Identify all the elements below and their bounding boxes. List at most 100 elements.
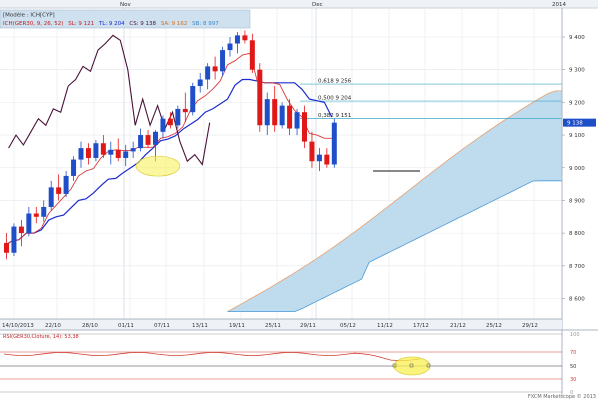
candle-body	[11, 226, 17, 253]
candle-body	[78, 148, 84, 160]
oscillator-label: RSI(GER30,Cloture, 14): 53,38	[3, 334, 79, 340]
candlesticks	[4, 30, 337, 260]
date-tick-label: 14/10/2013	[2, 323, 34, 329]
candle-body	[130, 148, 136, 152]
chart-header: [Modèle : ICH[CYP] ICH(GER30, 9, 26, 52)…	[0, 9, 251, 29]
candle-body	[26, 213, 32, 234]
candle-body	[48, 187, 54, 207]
date-tick-label: 17/12	[413, 323, 429, 329]
candle-body	[85, 148, 91, 158]
candle-body	[316, 154, 322, 162]
candle-body	[227, 43, 233, 51]
candle-body	[272, 99, 278, 126]
candle-body	[190, 86, 196, 113]
candle-body	[123, 151, 129, 158]
candle-body	[205, 66, 211, 80]
date-tick-labels: 14/10/2013 22/10 28/10 01/11 07/11 13/11 19/11…	[2, 323, 538, 329]
candle-body	[220, 50, 226, 72]
candle-body	[100, 143, 106, 155]
date-axis	[0, 318, 598, 331]
tenkan-sen-line	[3, 52, 332, 247]
candle-body	[309, 141, 315, 162]
date-tick-label: 25/12	[486, 323, 502, 329]
candle-body	[294, 112, 300, 129]
price-tick-label: 8 800	[569, 231, 585, 237]
month-label-nov: Nov	[120, 2, 131, 8]
candle-body	[287, 105, 293, 129]
highlight-ellipse	[135, 155, 181, 177]
price-tick-label: 8 900	[569, 198, 585, 204]
date-tick-label: 19/11	[229, 323, 245, 329]
oscillator-level-lines: 100 70 50 30 0	[0, 332, 580, 396]
candle-body	[242, 35, 248, 41]
oscillator-level-label: 50	[570, 364, 576, 370]
price-tick-label: 8 600	[569, 297, 585, 303]
candle-body	[138, 135, 144, 149]
price-tick-label: 9 300	[569, 68, 585, 74]
svg-text:ICH(GER30, 9, 26, 52) SL: ICH(GER30, 9, 26, 52) SL: 9 121 TL: 9 20…	[3, 21, 219, 27]
date-tick-label: 01/11	[118, 323, 134, 329]
candle-body	[197, 79, 203, 87]
price-tick-label: 9 400	[569, 35, 585, 41]
oscillator-highlight-ellipse	[393, 356, 431, 376]
oscillator-level-label: 100	[570, 332, 580, 338]
candle-body	[4, 242, 9, 253]
kijun-sen-line	[3, 78, 333, 247]
candle-body	[257, 69, 263, 126]
candle-body	[18, 226, 24, 234]
candle-body	[175, 108, 181, 126]
price-tick-label: 9 200	[569, 100, 585, 106]
oscillator-level-label: 70	[570, 350, 576, 356]
candle-body	[302, 112, 307, 142]
date-tick-label: 29/12	[522, 323, 538, 329]
oscillator-panel: RSI(GER30,Cloture, 14): 53,38 100 70 50 30 0	[0, 332, 580, 396]
candle-body	[234, 35, 240, 44]
candle-body	[279, 105, 285, 126]
sb-value: SB: 8 997	[192, 21, 219, 27]
handle-middle[interactable]	[409, 363, 414, 368]
date-tick-label: 13/11	[192, 323, 208, 329]
date-tick-label: 05/12	[340, 323, 356, 329]
fibonacci-label: 0,618 9 256	[318, 79, 352, 85]
handle-left[interactable]	[392, 363, 397, 368]
fibonacci-label: 0,382 9 151	[318, 113, 351, 119]
date-tick-label: 28/10	[82, 323, 98, 329]
fibonacci-levels: 0,618 9 256 0,500 9 204 0,382 9 151	[300, 79, 562, 119]
year-label: 2014	[552, 2, 566, 8]
candle-body	[249, 40, 255, 70]
last-price-marker: 9 138	[563, 118, 596, 127]
sa-value: SA: 9 162	[161, 21, 188, 27]
last-price-label: 9 138	[567, 121, 583, 127]
date-tick-label: 25/11	[265, 323, 281, 329]
candle-body	[264, 99, 270, 126]
candle-body	[33, 213, 39, 217]
candle-body	[145, 135, 151, 145]
candle-body	[108, 149, 114, 155]
candle-body	[182, 108, 188, 113]
price-tick-label: 9 100	[569, 133, 585, 139]
candle-body	[153, 131, 158, 145]
candle-body	[160, 118, 166, 132]
date-tick-label: 29/11	[300, 323, 316, 329]
date-tick-label: 11/12	[377, 323, 393, 329]
senkou-span-a-line	[227, 90, 562, 312]
candle-body	[41, 206, 47, 217]
date-tick-label: 21/12	[450, 323, 466, 329]
date-tick-label: 07/11	[154, 323, 170, 329]
date-tick-label: 22/10	[45, 323, 61, 329]
price-tick-labels: 9 400 9 300 9 200 9 100 9 000 8 900 8 800 8 700…	[562, 35, 585, 303]
handle-right[interactable]	[426, 363, 431, 368]
candle-body	[167, 118, 173, 126]
month-label-dec: Dec	[312, 2, 323, 8]
chikou-span-line	[8, 34, 211, 166]
tl-value: TL: 9 204	[98, 21, 125, 27]
oscillator-line	[3, 351, 421, 361]
top-time-axis: Nov Dec 2014	[0, 0, 598, 9]
watermark: FXCM Marketscope © 2013	[528, 393, 596, 400]
model-label: [Modèle : ICH[CYP]	[3, 12, 55, 19]
cs-value: CS: 9 138	[129, 21, 156, 27]
price-tick-label: 8 700	[569, 264, 585, 270]
candle-body	[71, 159, 77, 176]
